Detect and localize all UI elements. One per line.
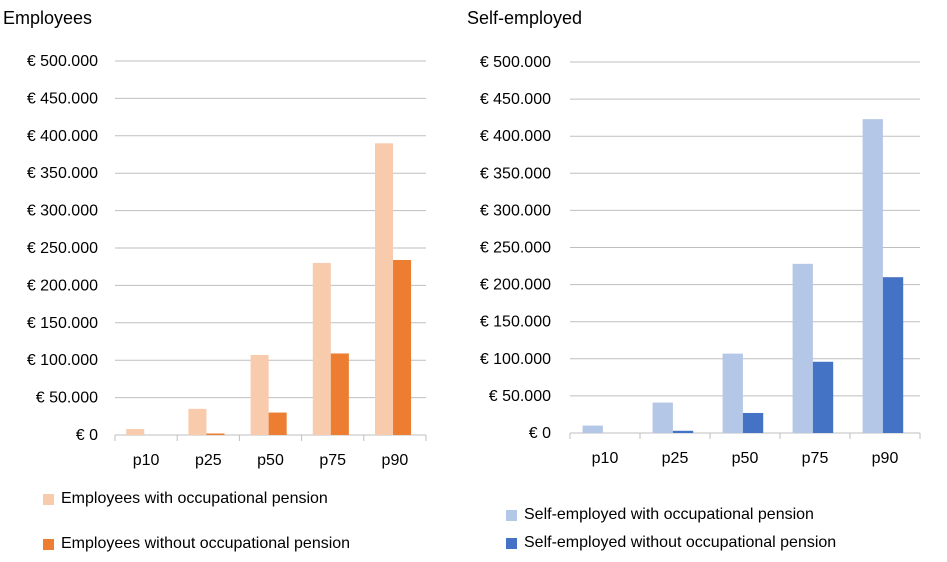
bar-p50-with bbox=[722, 353, 743, 433]
y-tick-label: € 150.000 bbox=[480, 314, 551, 331]
employees-chart: Employees € 0 € 50.000 € 100.000 € 150.000 €… bbox=[0, 0, 460, 562]
legend-swatch-self-employed-without bbox=[506, 537, 517, 549]
y-tick-label: € 400.000 bbox=[27, 128, 98, 145]
legend-label: Employees with occupational pension bbox=[61, 490, 328, 507]
bar-p75-without bbox=[330, 353, 349, 435]
y-tick-label: € 350.000 bbox=[27, 165, 98, 182]
bar-p25-without bbox=[672, 430, 694, 433]
bar-p90-without bbox=[393, 259, 412, 435]
y-tick-label: € 150.000 bbox=[27, 315, 98, 332]
y-tick-label: € 300.000 bbox=[480, 202, 551, 219]
y-tick-label: € 500.000 bbox=[27, 53, 98, 70]
bar-p10-with bbox=[582, 425, 603, 433]
bar-p90-without bbox=[882, 277, 904, 433]
y-tick-label: € 300.000 bbox=[27, 203, 98, 220]
bar-p25-with bbox=[652, 402, 673, 433]
x-tick-label: p25 bbox=[195, 452, 222, 469]
y-tick-label: € 100.000 bbox=[27, 352, 98, 369]
y-tick-label: € 50.000 bbox=[36, 390, 98, 407]
chart-title: Self-employed bbox=[467, 8, 583, 28]
x-tick-label: p25 bbox=[662, 450, 689, 467]
y-tick-label: € 250.000 bbox=[480, 240, 551, 257]
bar-p75-with bbox=[792, 263, 813, 433]
bar-p75-with bbox=[312, 262, 331, 435]
y-tick-label: € 100.000 bbox=[480, 351, 551, 368]
self-employed-chart: Self-employed € 0 € 50.000 € 100.000 € 150.… bbox=[462, 0, 947, 562]
legend-label: Employees without occupational pension bbox=[61, 535, 351, 552]
legend-swatch-employees-without bbox=[43, 538, 54, 550]
y-tick-label: € 0 bbox=[76, 427, 98, 444]
x-tick-label: p90 bbox=[382, 452, 409, 469]
bar-p50-without bbox=[268, 412, 287, 435]
chart-title: Employees bbox=[3, 8, 93, 28]
bar-p50-without bbox=[742, 412, 764, 433]
y-tick-label: € 450.000 bbox=[480, 91, 551, 108]
x-tick-label: p75 bbox=[319, 452, 346, 469]
bar-p25-without bbox=[206, 433, 225, 435]
x-tick-label: p90 bbox=[872, 450, 899, 467]
x-tick-label: p50 bbox=[732, 450, 759, 467]
legend-swatch-employees-with bbox=[43, 493, 54, 505]
legend-item-self-employed-with: Self-employed with occupational pension bbox=[506, 506, 814, 524]
bar-p75-without bbox=[812, 361, 834, 433]
legend-item-self-employed-without: Self-employed without occupational pensi… bbox=[506, 534, 836, 552]
y-tick-label: € 400.000 bbox=[480, 128, 551, 145]
bar-p90-with bbox=[862, 119, 883, 433]
legend-label: Self-employed with occupational pension bbox=[524, 506, 814, 523]
y-tick-label: € 450.000 bbox=[27, 90, 98, 107]
x-tick-label: p50 bbox=[257, 452, 284, 469]
bar-p90-with bbox=[374, 143, 394, 435]
self-employed-plot-area: € 0 € 50.000 € 100.000 € 150.000 € 200.000 € … bbox=[480, 54, 921, 467]
y-tick-label: € 350.000 bbox=[480, 165, 551, 182]
y-tick-label: € 0 bbox=[529, 425, 551, 442]
y-tick-label: € 200.000 bbox=[480, 277, 551, 294]
y-tick-label: € 500.000 bbox=[480, 54, 551, 71]
y-tick-label: € 50.000 bbox=[489, 388, 551, 405]
legend-swatch-self-employed-with bbox=[506, 509, 517, 521]
x-tick-label: p10 bbox=[133, 452, 160, 469]
employees-plot-area: € 0 € 50.000 € 100.000 € 150.000 € 200.000 € … bbox=[27, 53, 427, 469]
x-tick-label: p10 bbox=[592, 450, 619, 467]
bar-p25-with bbox=[188, 408, 207, 435]
legend-item-employees-without: Employees without occupational pension bbox=[43, 535, 350, 553]
legend-item-employees-with: Employees with occupational pension bbox=[43, 490, 328, 508]
y-tick-label: € 250.000 bbox=[27, 240, 98, 257]
y-tick-label: € 200.000 bbox=[27, 277, 98, 294]
bar-p50-with bbox=[250, 354, 269, 435]
legend-label: Self-employed without occupational pensi… bbox=[524, 534, 837, 551]
x-tick-label: p75 bbox=[802, 450, 829, 467]
bar-p10-with bbox=[126, 429, 145, 435]
